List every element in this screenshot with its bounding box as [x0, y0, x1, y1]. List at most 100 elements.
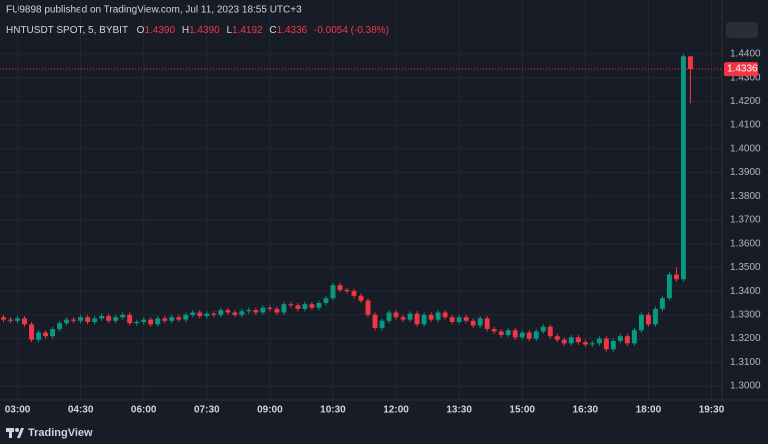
candle-body: [680, 56, 686, 280]
candle-body: [29, 324, 34, 340]
y-tick-label: 1.3800: [730, 191, 761, 202]
candle-body: [610, 340, 616, 350]
candle-body: [330, 285, 336, 299]
candle-body: [8, 319, 13, 321]
candle-body: [22, 318, 27, 325]
x-tick-label: 18:00: [636, 405, 662, 416]
candle-body: [323, 298, 329, 303]
x-tick-label: 04:30: [68, 405, 94, 416]
candle-body: [267, 307, 273, 309]
candle-body: [533, 331, 539, 339]
x-tick-label: 13:30: [446, 405, 472, 416]
candle-body: [477, 318, 483, 326]
y-tick-label: 1.3600: [730, 238, 761, 249]
candle-body: [190, 312, 196, 315]
candle-body: [512, 330, 518, 338]
candle-body: [344, 289, 350, 292]
y-tick-label: 1.3500: [730, 262, 761, 273]
candle-body: [92, 318, 98, 322]
last-price-label: 1.4336: [727, 64, 758, 75]
y-tick-label: 1.3000: [730, 381, 761, 392]
candle-body: [358, 295, 364, 301]
candle-body: [295, 305, 301, 309]
candle-body: [659, 298, 665, 309]
candle-body: [379, 320, 385, 328]
candle-body: [435, 312, 441, 320]
last-price-badge: [724, 62, 758, 77]
plot-area: [0, 0, 722, 400]
candle-body: [673, 274, 679, 280]
candle-body: [337, 285, 343, 290]
candle-body: [155, 318, 161, 325]
x-tick-label: 16:30: [573, 405, 599, 416]
candle-body: [50, 329, 56, 337]
candle-body: [652, 308, 658, 325]
candle-body: [491, 329, 497, 332]
candle-body: [589, 343, 595, 345]
candle-body: [421, 314, 427, 325]
candle-body: [519, 332, 525, 338]
candle-body: [281, 304, 287, 313]
candle-body: [134, 321, 140, 324]
candle-body: [470, 320, 476, 326]
candle-body: [246, 310, 252, 312]
candle-body: [442, 312, 448, 318]
candle-body: [43, 332, 49, 337]
candle-body: [162, 318, 168, 321]
candle-body: [106, 316, 112, 321]
legend-value: 1.4390: [189, 25, 220, 36]
candle-body: [666, 274, 672, 299]
candle-body: [393, 312, 399, 318]
candle-body: [645, 314, 651, 325]
candle-body: [57, 323, 63, 330]
candle-body: [547, 326, 553, 337]
legend-key: L: [226, 25, 232, 36]
x-tick-label: 07:30: [194, 405, 220, 416]
x-tick-label: 09:00: [257, 405, 283, 416]
candle-body: [197, 312, 203, 317]
settings-button[interactable]: [726, 22, 758, 38]
candle-body: [99, 316, 105, 319]
candle-body: [365, 300, 371, 315]
candle-body: [456, 317, 462, 322]
candle-body: [498, 331, 504, 336]
brand-logo: [6, 428, 24, 438]
candle-body: [274, 308, 280, 313]
candle-body: [631, 330, 637, 344]
candle-body: [400, 317, 406, 320]
candle-body: [204, 313, 210, 317]
candle-body: [302, 304, 308, 309]
legend-key: H: [182, 25, 189, 36]
candle-body: [540, 326, 546, 332]
candle-body: [85, 317, 91, 322]
publisher-header: FU9898 published on TradingView.com, Jul…: [6, 5, 302, 16]
candle-body: [596, 338, 602, 344]
y-tick-label: 1.4400: [730, 49, 761, 60]
candle-body: [36, 332, 42, 340]
candle-body: [554, 336, 560, 340]
legend-value: 1.4390: [144, 25, 175, 36]
candle-body: [372, 314, 378, 328]
legend-key: O: [137, 25, 145, 36]
y-tick-label: 1.3300: [730, 309, 761, 320]
candle-body: [239, 311, 245, 315]
y-tick-label: 1.3700: [730, 215, 761, 226]
candle-body: [414, 313, 420, 325]
candle-body: [638, 314, 644, 331]
candle-body: [78, 317, 84, 321]
legend-change: -0.0054 (-0.38%): [314, 25, 389, 36]
x-tick-label: 06:00: [131, 405, 157, 416]
candle-body: [463, 317, 469, 321]
candle-body: [449, 317, 455, 322]
candle-body: [169, 317, 175, 321]
candle-body: [316, 302, 322, 308]
candle-body: [253, 310, 259, 313]
candle-body: [260, 307, 266, 313]
candle-body: [428, 314, 434, 320]
x-tick-label: 10:30: [320, 405, 346, 416]
legend-key: C: [269, 25, 276, 36]
candle-body: [407, 313, 413, 320]
y-tick-label: 1.4100: [730, 120, 761, 131]
x-tick-label: 12:00: [383, 405, 409, 416]
